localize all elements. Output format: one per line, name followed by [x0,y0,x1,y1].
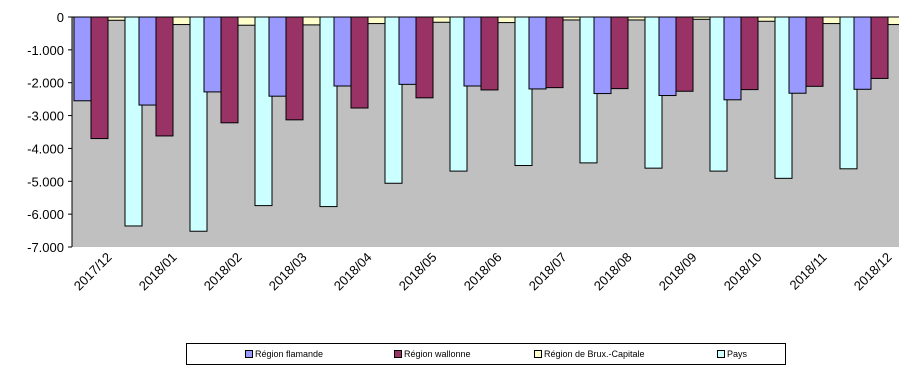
legend-swatch-region-wallonne [394,350,402,358]
bar-1-2018-09 [658,16,677,97]
x-tick-label: 2018/12 [851,250,895,294]
bar-2-2018-02 [220,16,239,124]
bar-3-2018-05 [432,16,451,23]
bar-1-2018-01 [138,16,157,106]
x-tick-label: 2018/04 [331,250,375,294]
x-tick-label: 2018/02 [201,250,245,294]
legend-swatch-pays [717,350,725,358]
x-tick-label: 2018/10 [721,250,765,294]
bar-2-2018-05 [415,16,434,99]
bar-2-2018-09 [675,16,694,92]
bar-1-2018-03 [268,16,287,97]
bar-1-2017-12 [73,16,92,102]
bar-2-2017-12 [90,16,109,140]
legend-item-region-wallonne: Région wallonne [394,349,471,359]
bar-2-2018-11 [805,16,824,87]
bar-3-2018-02 [237,16,256,26]
x-tick-label: 2018/09 [656,250,700,294]
y-tick-label: -4.000 [27,141,64,156]
bar-1-2018-05 [398,16,417,85]
x-tick-label: 2018/01 [136,250,180,294]
bar-3-2018-12 [887,16,899,26]
bar-1-2018-07 [528,16,547,90]
legend-item-pays: Pays [717,349,747,359]
x-tick-label: 2017/12 [71,250,115,294]
bar-3-2018-11 [822,16,841,25]
y-tick-label: -2.000 [27,76,64,91]
legend: Région flamande Région wallonne Région d… [186,343,786,365]
legend-label-pays: Pays [727,349,748,359]
bar-2-2018-04 [350,16,369,109]
legend-item-region-flamande: Région flamande [245,349,323,359]
legend-label-region-bruxelles: Région de Brux.-Capitale [544,349,645,359]
bar-2-2018-01 [155,16,174,137]
bar-2-2018-03 [285,16,304,121]
y-tick-label: -3.000 [27,109,64,124]
x-tick-label: 2018/08 [591,250,635,294]
legend-label-region-flamande: Région flamande [255,349,324,359]
x-tick-label: 2018/06 [461,250,505,294]
bar-3-2018-03 [302,16,321,26]
bar-3-2018-04 [367,16,386,25]
x-tick-label: 2018/03 [266,250,310,294]
bar-1-2018-06 [463,16,482,87]
x-tick-label: 2018/11 [786,250,829,293]
bar-1-2018-11 [788,16,807,94]
legend-swatch-region-bruxelles [534,350,542,358]
y-tick-label: -6.000 [27,207,64,222]
bar-3-2018-10 [757,16,776,22]
y-tick-label: 0 [57,10,64,25]
bar-1-2018-10 [723,16,742,101]
bar-1-2018-02 [203,16,222,93]
y-tick-label: -5.000 [27,174,64,189]
legend-swatch-region-flamande [245,350,253,358]
bar-1-2018-12 [853,16,872,90]
bar-2-2018-10 [740,16,759,91]
legend-item-region-bruxelles: Région de Brux.-Capitale [534,349,645,359]
x-tick-label: 2018/07 [526,250,570,294]
bar-2-2018-08 [610,16,629,90]
y-tick-label: -1.000 [27,43,64,58]
bar-3-2018-01 [172,16,191,26]
bar-1-2018-04 [333,16,352,87]
y-tick-label: -7.000 [27,240,64,255]
bar-3-2018-06 [497,16,516,24]
x-tick-label: 2018/05 [396,250,440,294]
bar-2-2018-06 [480,16,499,91]
bar-1-2018-08 [593,16,612,95]
legend-label-region-wallonne: Région wallonne [404,349,471,359]
bar-2-2018-12 [870,16,889,79]
bar-2-2018-07 [545,16,564,89]
